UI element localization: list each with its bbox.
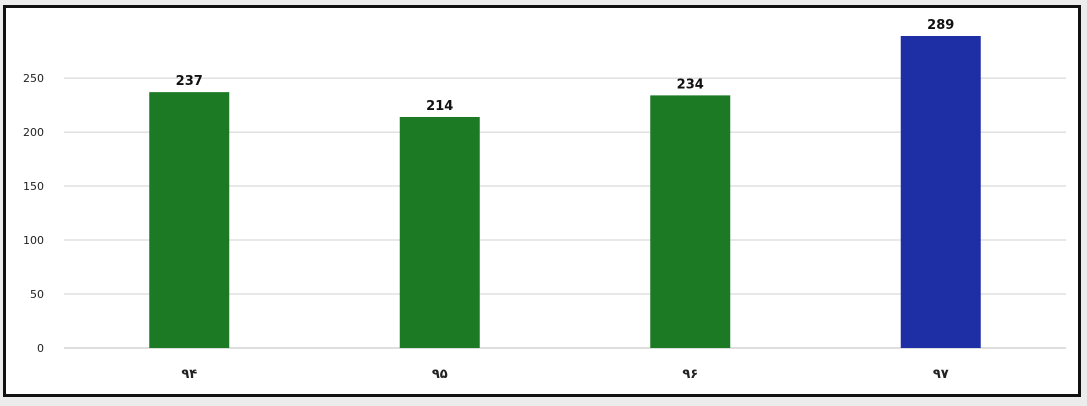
data-label: 289 [927,18,954,33]
data-labels: 237 214 234 289 [176,18,955,114]
data-label: 237 [176,74,203,89]
data-label: 234 [677,77,704,92]
y-tick-label: 50 [30,288,44,301]
y-tick-label: 150 [23,180,44,193]
grid-lines [64,77,1066,349]
y-tick-label: 200 [23,126,44,139]
y-tick-label: 0 [37,342,44,355]
y-axis-ticks: 0 50 100 150 200 250 [23,72,44,355]
category-label: ۹۵ [432,367,448,382]
category-label: ۹۷ [933,367,949,382]
x-axis-categories: ۹۴ ۹۵ ۹۶ ۹۷ [181,367,948,382]
bar [399,116,480,348]
data-label: 214 [426,99,453,114]
bars [149,36,981,349]
bar-chart: 0 50 100 150 200 250 237 214 234 289 ۹۴ ۹۵ ۹۶ ۹۷ [23,18,1066,382]
chart-frame: 0 50 100 150 200 250 237 214 234 289 ۹۴ ۹۵ ۹۶ ۹۷ [3,5,1081,397]
bar [149,92,230,349]
category-label: ۹۶ [682,367,698,382]
y-tick-label: 100 [23,234,44,247]
y-tick-label: 250 [23,72,44,85]
bar [650,95,731,348]
category-label: ۹۴ [181,367,197,382]
bar [900,36,981,348]
